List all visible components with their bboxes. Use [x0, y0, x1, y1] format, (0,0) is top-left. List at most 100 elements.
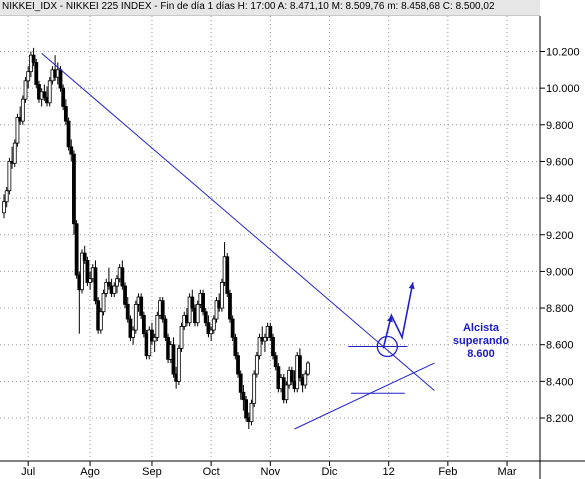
- candle: [63, 99, 68, 125]
- candle: [31, 47, 36, 67]
- candle: [176, 344, 181, 386]
- candle: [61, 84, 66, 111]
- candle: [104, 278, 109, 298]
- candle-body: [7, 161, 12, 192]
- x-tick-label: Jul: [21, 466, 35, 478]
- candle-body: [112, 285, 117, 294]
- candle-body: [123, 285, 127, 305]
- candle: [252, 370, 257, 408]
- candle-body: [284, 384, 289, 401]
- candle-body: [271, 336, 275, 357]
- candle: [147, 326, 152, 360]
- candle-body: [203, 311, 208, 324]
- candle: [66, 117, 71, 151]
- candle: [15, 113, 20, 147]
- candle-body: [201, 292, 205, 313]
- annotation-line-2: superando: [453, 335, 510, 347]
- candle-body: [63, 106, 68, 122]
- x-tick-label: Mar: [498, 466, 517, 478]
- candle-body: [206, 322, 211, 335]
- candle-body: [163, 318, 168, 338]
- candle-body: [306, 362, 310, 375]
- candle: [47, 77, 52, 107]
- candle-body: [82, 252, 87, 261]
- candle-body: [69, 146, 74, 155]
- candle-body: [297, 355, 302, 379]
- candle-body: [273, 355, 278, 368]
- candle-body: [150, 329, 154, 342]
- candle: [219, 278, 224, 312]
- candle: [20, 95, 25, 125]
- candle: [195, 300, 200, 327]
- candle-body: [47, 80, 52, 104]
- candle: [131, 326, 136, 345]
- candle-body: [34, 62, 39, 85]
- projection-arrowhead: [408, 282, 415, 290]
- grid-layer: [0, 16, 545, 466]
- candle-body: [228, 292, 232, 320]
- projection-arrowhead: [386, 315, 393, 323]
- candle: [34, 58, 39, 89]
- candle: [268, 322, 273, 342]
- candle: [2, 194, 6, 219]
- candle-body: [225, 256, 230, 294]
- candle-body: [233, 336, 238, 357]
- candle-body: [88, 278, 92, 283]
- candle: [297, 348, 302, 382]
- candle: [152, 333, 157, 353]
- y-tick-label: 8.800: [546, 303, 574, 315]
- candle-body: [85, 260, 90, 283]
- candle-body: [125, 303, 130, 320]
- candle-layer: [2, 47, 310, 429]
- candle-body: [107, 281, 111, 287]
- candle-body: [141, 314, 146, 335]
- candle-body: [61, 87, 66, 107]
- candle-body: [238, 373, 243, 393]
- candle-body: [195, 303, 200, 324]
- candle: [139, 293, 144, 320]
- trendline: [294, 362, 435, 430]
- x-tick-label: Dic: [322, 466, 338, 478]
- candle: [160, 297, 165, 323]
- candle-body: [249, 402, 254, 423]
- y-tick-label: 8.600: [546, 340, 574, 352]
- trendline-layer: [41, 52, 435, 430]
- candle-body: [209, 329, 214, 335]
- candle: [42, 84, 47, 101]
- candle: [228, 289, 232, 323]
- candle-body: [155, 314, 160, 338]
- candle-body: [74, 223, 79, 276]
- candle-body: [268, 325, 273, 338]
- candle-body: [241, 391, 246, 401]
- candle-body: [257, 336, 262, 357]
- candle-body: [139, 296, 144, 316]
- x-tick-label: Sep: [142, 466, 162, 478]
- candle-body: [12, 142, 17, 164]
- candle: [206, 315, 211, 338]
- candle-body: [72, 153, 76, 225]
- candle: [133, 300, 138, 334]
- axis-labels: 8.200 8.400 8.600 8.800 9.000 9.200 9.400 9.600…: [21, 47, 579, 479]
- y-tick-label: 8.200: [546, 413, 574, 425]
- y-tick-label: 9.600: [546, 156, 574, 168]
- candle: [4, 187, 9, 208]
- candle: [203, 308, 208, 327]
- candle-body: [115, 278, 119, 287]
- candle: [201, 289, 205, 316]
- candle: [150, 322, 154, 345]
- candle: [12, 139, 17, 167]
- candle-body: [66, 120, 71, 148]
- candle: [238, 370, 243, 400]
- candle: [74, 220, 79, 279]
- candle: [306, 361, 310, 376]
- annotation-line-3: 8.600: [467, 348, 495, 360]
- candle: [271, 333, 275, 360]
- candle-body: [160, 300, 165, 320]
- candle-body: [104, 281, 109, 294]
- candle-body: [230, 318, 235, 338]
- candle-body: [20, 98, 25, 122]
- candle-body: [254, 355, 259, 375]
- candle: [141, 311, 146, 338]
- candle: [263, 333, 267, 353]
